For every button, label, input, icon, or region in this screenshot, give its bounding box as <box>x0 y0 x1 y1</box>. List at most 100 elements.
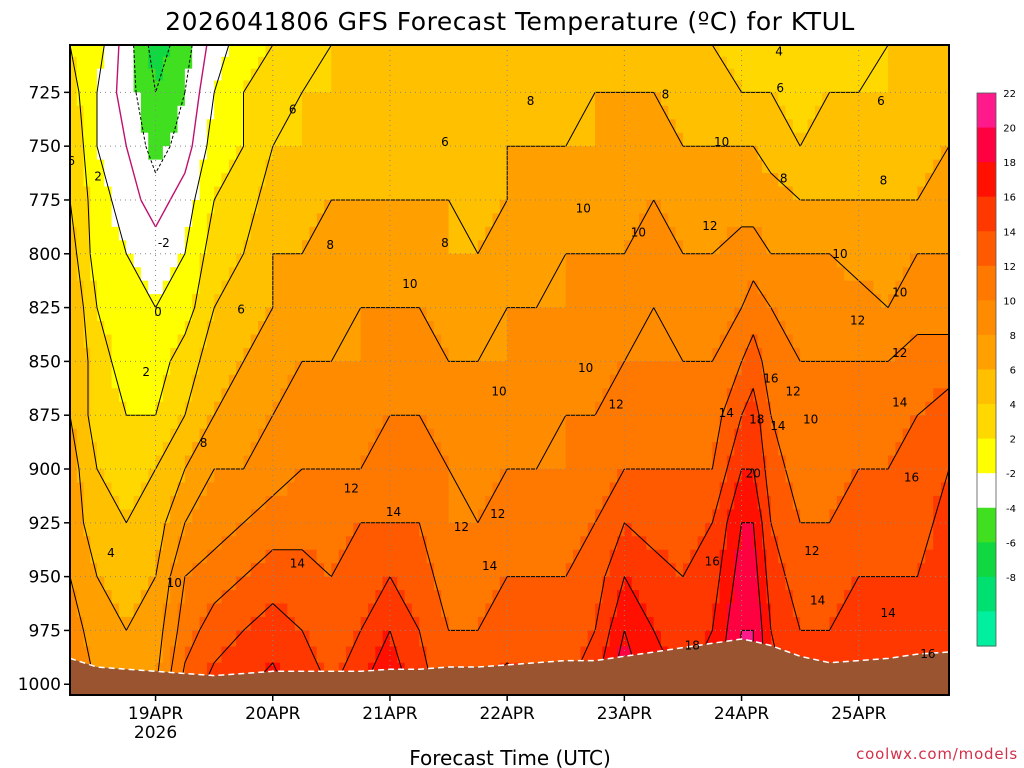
field-cell <box>719 321 728 336</box>
field-cell <box>762 522 768 537</box>
field-cell <box>682 388 691 403</box>
field-cell <box>375 563 384 578</box>
field-cell <box>287 334 296 349</box>
field-cell <box>90 361 98 376</box>
field-cell <box>766 280 772 295</box>
field-cell <box>492 603 501 618</box>
field-cell <box>785 455 794 470</box>
field-cell <box>228 173 237 188</box>
field-cell <box>719 415 728 430</box>
field-cell <box>411 388 420 403</box>
field-cell <box>595 374 604 389</box>
field-cell <box>712 374 721 389</box>
field-cell <box>316 294 325 309</box>
field-cell <box>140 105 149 120</box>
field-cell <box>353 45 362 58</box>
field-cell <box>726 603 735 618</box>
field-cell <box>785 415 794 430</box>
field-cell <box>126 401 135 416</box>
field-cell <box>675 146 684 161</box>
field-cell <box>331 401 340 416</box>
field-cell <box>624 146 633 161</box>
field-cell <box>411 294 420 309</box>
field-cell <box>792 105 801 120</box>
field-cell <box>778 374 787 389</box>
field-cell <box>316 68 325 82</box>
field-cell <box>170 253 179 268</box>
field-cell <box>221 495 230 511</box>
field-cell <box>463 549 472 564</box>
field-cell <box>750 119 754 134</box>
field-cell <box>441 307 450 322</box>
field-cell <box>485 347 494 363</box>
field-cell <box>148 388 157 403</box>
field-cell <box>734 482 743 497</box>
field-cell <box>206 388 215 403</box>
field-cell <box>573 646 582 664</box>
field-cell <box>140 240 149 255</box>
field-cell <box>433 646 442 664</box>
field-cell <box>744 603 749 618</box>
field-cell <box>757 173 763 188</box>
field-cell <box>133 361 142 376</box>
field-cell <box>463 334 472 349</box>
field-cell <box>316 616 325 632</box>
field-cell <box>448 455 457 470</box>
field-cell <box>477 563 486 578</box>
field-cell <box>331 590 340 605</box>
field-cell <box>499 173 508 188</box>
field-cell <box>734 146 743 161</box>
field-cell <box>228 428 237 443</box>
field-cell <box>602 119 611 134</box>
field-cell <box>558 45 567 58</box>
field-cell <box>309 509 318 524</box>
field-cell <box>778 132 787 147</box>
field-cell <box>766 482 772 497</box>
field-cell <box>184 68 193 82</box>
field-cell <box>258 132 267 147</box>
field-cell <box>770 455 779 470</box>
field-cell <box>762 173 768 188</box>
field-cell <box>770 388 779 403</box>
field-cell <box>750 56 754 70</box>
field-cell <box>529 199 538 215</box>
field-cell <box>455 105 464 120</box>
field-cell <box>543 590 552 605</box>
field-cell <box>96 388 105 403</box>
field-cell <box>778 226 787 242</box>
field-cell <box>294 603 303 618</box>
field-cell <box>70 253 78 268</box>
field-cell <box>726 267 735 282</box>
field-cell <box>309 442 318 457</box>
field-cell <box>477 105 486 120</box>
field-cell <box>70 334 78 349</box>
field-cell <box>521 240 530 255</box>
field-cell <box>455 401 464 416</box>
field-cell <box>617 428 626 443</box>
field-cell <box>741 509 746 524</box>
field-cell <box>199 321 208 336</box>
field-cell <box>148 334 157 349</box>
field-cell <box>287 347 296 363</box>
field-cell <box>309 576 318 591</box>
field-cell <box>573 415 582 430</box>
field-cell <box>214 616 223 632</box>
field-cell <box>76 159 85 174</box>
field-cell <box>485 482 494 497</box>
field-cell <box>331 522 340 537</box>
field-cell <box>404 616 413 632</box>
field-cell <box>221 469 230 484</box>
field-cell <box>316 321 325 336</box>
field-cell <box>338 105 347 120</box>
field-cell <box>785 469 794 484</box>
field-cell <box>76 80 85 94</box>
field-cell <box>639 549 648 564</box>
field-cell <box>148 549 157 564</box>
field-cell <box>660 280 669 295</box>
field-cell <box>741 576 746 591</box>
field-cell <box>397 253 406 268</box>
field-cell <box>536 442 545 457</box>
field-cell <box>346 45 355 58</box>
field-cell <box>111 294 120 309</box>
field-cell <box>704 455 713 470</box>
